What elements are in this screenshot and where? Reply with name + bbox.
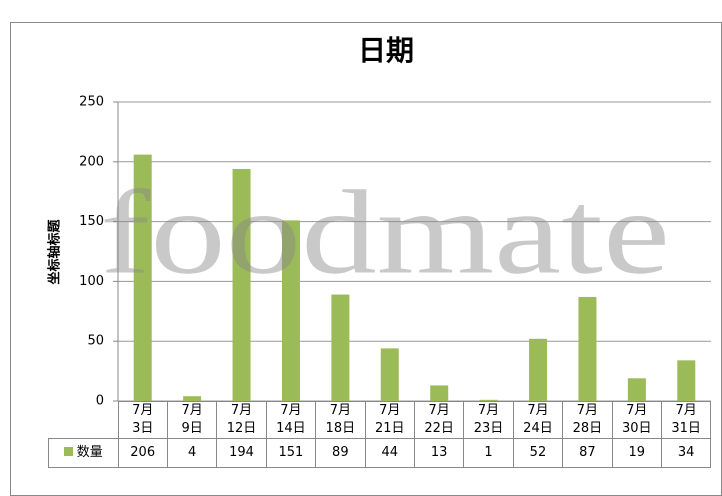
table-value: 151: [265, 438, 317, 468]
x-tick-label: 7月 14日: [265, 401, 317, 439]
y-axis-label: 坐标轴标题: [47, 219, 63, 285]
y-tick-label: 50: [87, 334, 104, 349]
table-value: 4: [166, 438, 218, 468]
table-value: 1: [463, 438, 514, 468]
bar: [380, 348, 399, 401]
y-tick-label: 150: [79, 214, 104, 229]
bar: [578, 296, 597, 401]
table-value: 194: [216, 438, 267, 468]
bar: [281, 220, 300, 401]
table-value: 89: [315, 438, 366, 468]
x-tick-label: 7月 3日: [117, 401, 168, 439]
y-tick-label: 250: [79, 95, 104, 110]
legend-label: 数量: [76, 445, 103, 460]
table-value: 206: [117, 438, 168, 468]
x-tick-label: 7月 31日: [660, 401, 712, 439]
bar: [677, 360, 696, 401]
data-table: 7月 3日 7月 9日 7月 12日 7月 14日 7月 18日 7月 21日 7月 22日…: [48, 401, 712, 468]
category-row: 7月 3日 7月 9日 7月 12日 7月 14日 7月 18日 7月 21日 7月 22日…: [49, 401, 712, 439]
watermark: foodmate: [100, 166, 670, 299]
bar: [479, 399, 498, 401]
bar: [430, 385, 449, 401]
x-tick-label: 7月 18日: [315, 401, 366, 439]
legend-key: [63, 447, 73, 456]
table-value: 13: [413, 438, 465, 468]
x-tick-label: 7月 12日: [216, 401, 267, 439]
x-tick-label: 7月 9日: [166, 401, 218, 439]
bar: [183, 396, 202, 401]
table-value: 87: [562, 438, 613, 468]
y-tick-label: 200: [79, 154, 104, 169]
table-value: 34: [660, 438, 712, 468]
x-tick-label: 7月 30日: [611, 401, 662, 439]
table-value: 52: [512, 438, 564, 468]
bar: [331, 294, 350, 401]
table-value: 19: [611, 438, 662, 468]
x-tick-label: 7月 28日: [562, 401, 613, 439]
bar: [529, 338, 548, 401]
x-tick-label: 7月 21日: [364, 401, 415, 439]
y-tick-label: 100: [79, 274, 104, 289]
legend-entry: 数量: [48, 438, 119, 468]
x-tick-label: 7月 22日: [413, 401, 465, 439]
chart-title: 日期: [358, 34, 414, 67]
x-tick-label: 7月 23日: [463, 401, 514, 439]
value-row: 数量 206 4 194 151 89 44 13 1 52 87 19 34: [48, 438, 712, 468]
y-tick-label: 0: [96, 394, 104, 409]
x-tick-label: 7月 24日: [512, 401, 564, 439]
bar: [232, 168, 251, 401]
table-value: 44: [364, 438, 415, 468]
bar: [627, 378, 646, 401]
bar: [133, 154, 152, 401]
